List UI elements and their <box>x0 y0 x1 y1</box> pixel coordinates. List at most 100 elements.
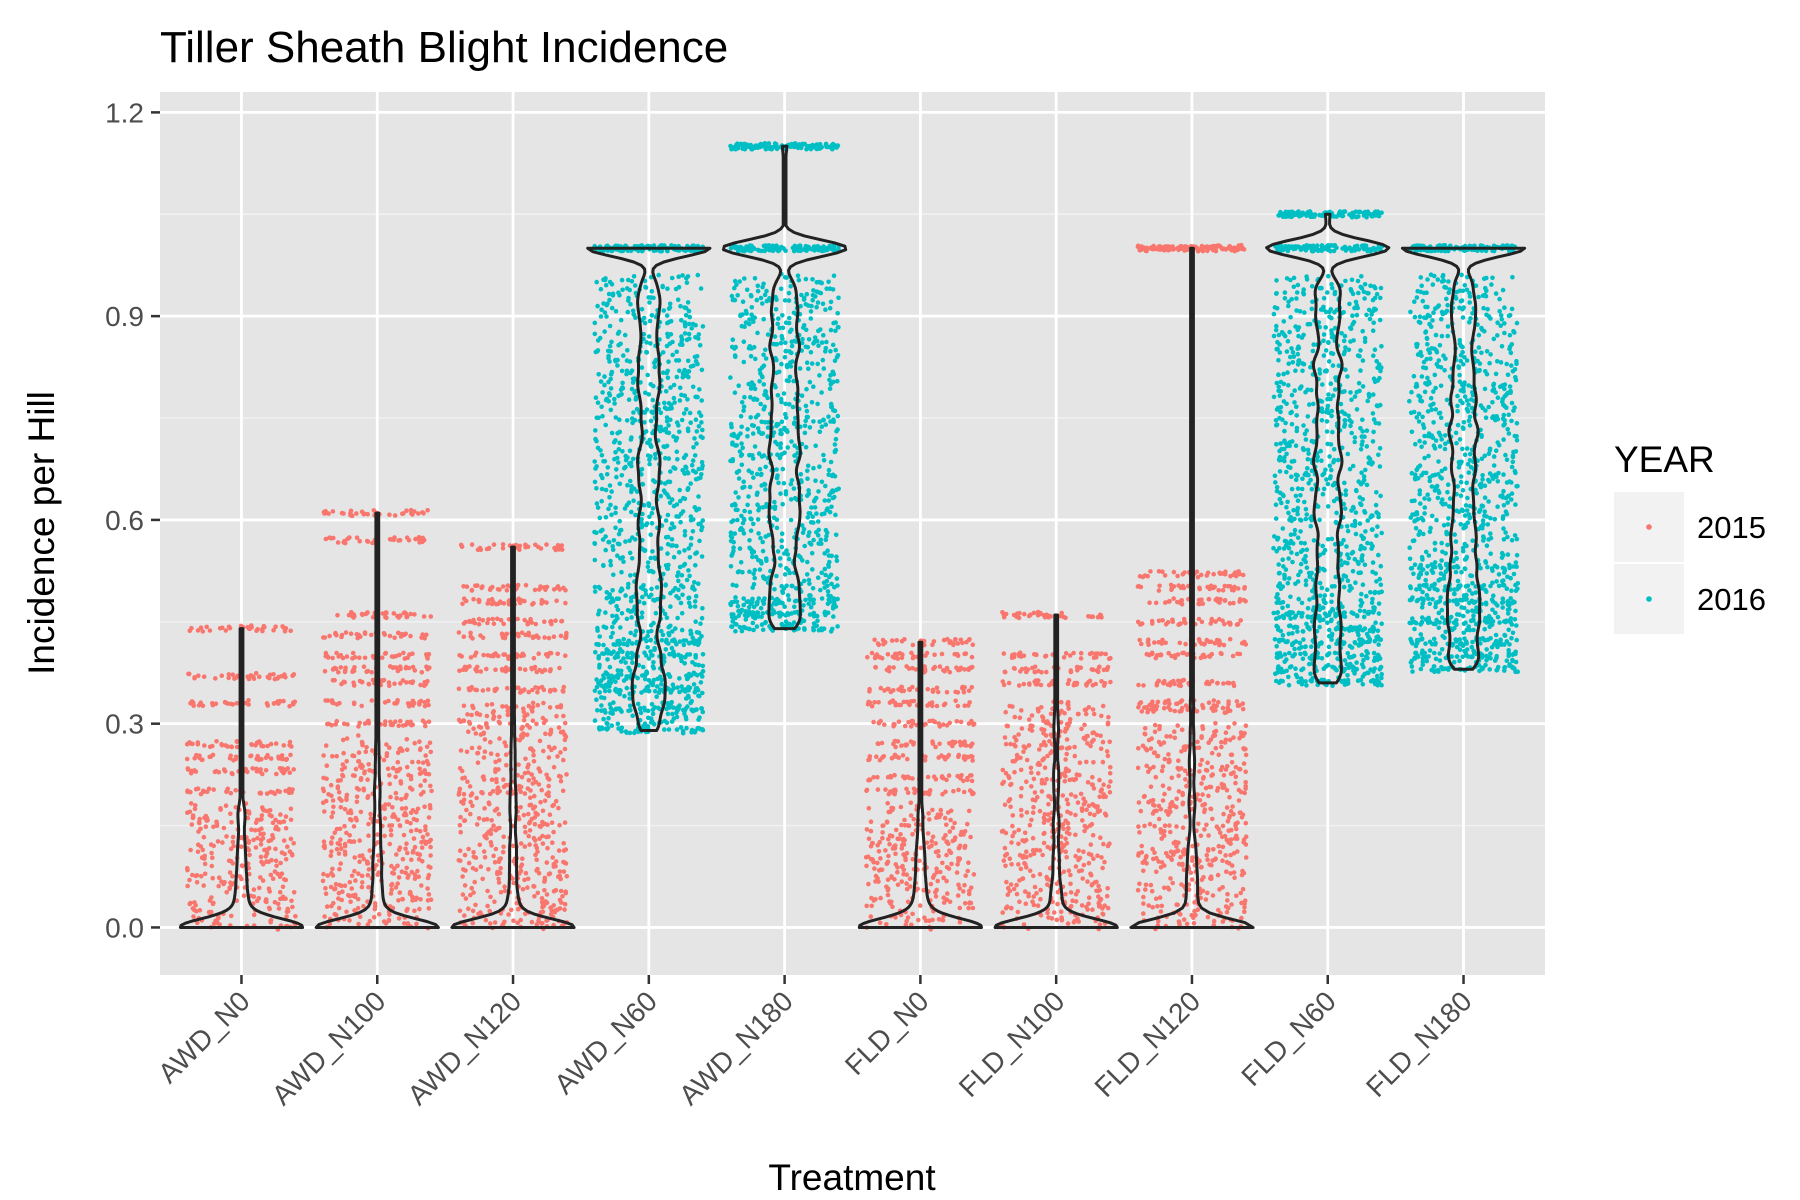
data-point <box>792 420 797 425</box>
data-point <box>525 621 530 627</box>
data-point <box>823 422 829 428</box>
data-point <box>253 743 258 748</box>
data-point <box>650 549 655 554</box>
data-point <box>678 303 683 309</box>
data-point <box>775 452 780 458</box>
data-point <box>615 460 621 465</box>
data-point <box>461 801 466 806</box>
data-point <box>487 921 493 926</box>
data-point <box>874 754 879 759</box>
data-point <box>747 317 752 322</box>
data-point <box>679 610 685 616</box>
data-point <box>457 668 462 674</box>
data-point <box>613 525 618 531</box>
data-point <box>762 292 768 298</box>
data-point <box>671 525 677 530</box>
data-point <box>330 866 335 872</box>
data-point <box>492 688 498 694</box>
data-point <box>492 860 498 865</box>
data-point <box>658 410 664 416</box>
data-point <box>905 915 911 920</box>
data-point <box>663 389 669 394</box>
data-point <box>682 470 687 476</box>
data-point <box>356 759 362 764</box>
data-point <box>693 470 698 475</box>
data-point <box>610 547 616 552</box>
data-point <box>824 578 830 584</box>
data-point <box>749 470 755 476</box>
data-point <box>593 428 598 433</box>
data-point <box>601 563 606 568</box>
data-point <box>947 899 953 905</box>
data-point <box>805 463 811 469</box>
data-point <box>548 730 554 735</box>
data-point <box>671 382 677 388</box>
data-point <box>644 638 649 644</box>
data-point <box>819 627 825 633</box>
data-point <box>910 832 915 837</box>
data-point <box>625 650 630 656</box>
data-point <box>610 588 615 593</box>
data-point <box>659 628 664 634</box>
data-point <box>779 431 784 437</box>
data-point <box>562 820 568 825</box>
data-point <box>681 455 687 461</box>
data-point <box>629 556 635 561</box>
data-point <box>417 852 423 857</box>
data-point <box>666 727 672 732</box>
data-point <box>417 699 422 705</box>
data-point <box>330 509 336 514</box>
data-point <box>618 688 623 693</box>
data-point <box>631 274 637 279</box>
data-point <box>700 606 705 611</box>
data-point <box>670 352 675 358</box>
data-point <box>824 286 829 292</box>
data-point <box>245 674 250 679</box>
data-point <box>683 696 689 701</box>
data-point <box>778 286 784 292</box>
data-point <box>517 787 522 792</box>
data-point <box>917 903 923 908</box>
data-point <box>558 778 564 784</box>
data-point <box>457 908 463 914</box>
data-point <box>537 738 543 744</box>
data-point <box>904 881 909 886</box>
data-point <box>832 408 838 414</box>
data-point <box>210 875 215 881</box>
data-point <box>546 790 551 795</box>
data-point <box>533 810 538 816</box>
data-point <box>760 627 766 633</box>
data-point <box>404 865 410 871</box>
data-point <box>772 587 777 592</box>
data-point <box>953 698 958 704</box>
data-point <box>416 759 421 765</box>
data-point <box>669 537 675 542</box>
data-point <box>689 730 694 735</box>
data-point <box>280 766 285 771</box>
data-point <box>649 521 655 526</box>
data-point <box>254 756 259 762</box>
data-point <box>630 713 635 719</box>
data-point <box>628 573 633 578</box>
data-point <box>679 417 685 423</box>
data-point <box>880 835 885 841</box>
data-point <box>952 820 957 826</box>
data-point <box>601 685 607 690</box>
data-point <box>330 810 336 815</box>
data-point <box>321 839 327 844</box>
data-point <box>493 767 498 772</box>
data-point <box>605 725 611 731</box>
data-point <box>674 374 680 380</box>
data-point <box>478 864 484 869</box>
data-point <box>698 621 703 626</box>
data-point <box>234 739 240 744</box>
data-point <box>747 246 753 251</box>
data-point <box>324 904 330 909</box>
data-point <box>544 600 549 605</box>
data-point <box>541 700 546 706</box>
data-point <box>384 753 390 759</box>
data-point <box>274 863 279 869</box>
data-point <box>733 344 738 350</box>
data-point <box>561 841 566 846</box>
data-point <box>816 527 821 533</box>
